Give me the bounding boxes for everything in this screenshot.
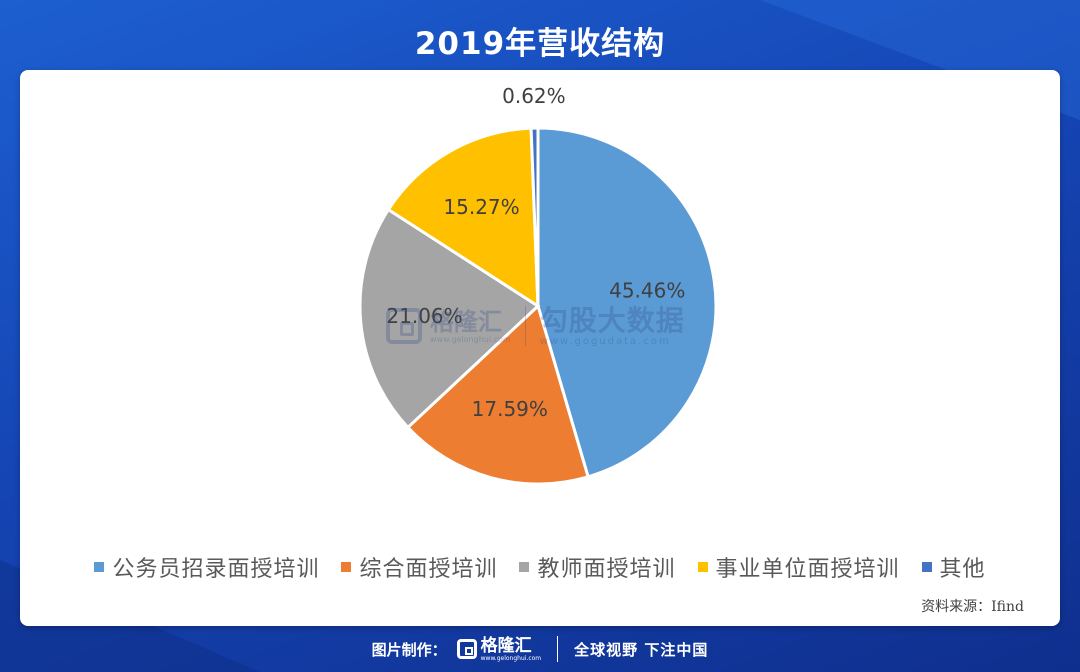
data-label: 21.06%	[386, 304, 462, 328]
legend-swatch	[341, 562, 352, 572]
data-label: 17.59%	[472, 397, 548, 421]
pie-slice	[529, 126, 540, 307]
legend-item: 教师面授培训	[519, 551, 675, 583]
footer-slogan: 全球视野 下注中国	[574, 640, 709, 659]
legend-label: 事业单位面授培训	[715, 557, 900, 582]
legend-label: 其他	[939, 557, 986, 582]
footer-credit: 图片制作：	[371, 640, 447, 659]
legend-label: 公务员招录面授培训	[112, 557, 320, 582]
data-label: 0.62%	[502, 84, 566, 108]
pie-slice	[358, 207, 541, 430]
legend-label: 教师面授培训	[537, 557, 676, 582]
footer-brand: 格隆汇	[480, 635, 532, 656]
pie-chart: 45.46% 17.59% 21.06% 15.27% 0.62%	[358, 84, 718, 486]
brand-logo-icon	[456, 639, 477, 659]
legend-item: 事业单位面授培训	[697, 551, 900, 583]
data-label: 15.27%	[443, 195, 519, 219]
legend-swatch	[519, 562, 530, 572]
pie-slice	[536, 126, 718, 479]
footer-brand-url: www.gelonghui.com	[480, 654, 542, 662]
chart-legend: 公务员招录面授培训 综合面授培训 教师面授培训 事业单位面授培训 其他	[20, 550, 1060, 584]
legend-swatch	[697, 562, 708, 572]
pie-slice	[386, 126, 540, 309]
legend-item: 综合面授培训	[341, 551, 497, 583]
source-note: 资料来源：Ifind	[921, 599, 1024, 615]
legend-label: 综合面授培训	[359, 557, 498, 582]
chart-card: 45.46% 17.59% 21.06% 15.27% 0.62% 格隆汇 www.ge…	[20, 70, 1060, 626]
legend-item: 其他	[921, 551, 986, 583]
page-title: 2019年营收结构	[414, 26, 666, 62]
legend-swatch	[921, 562, 932, 572]
footer-divider	[557, 636, 559, 662]
legend-item: 公务员招录面授培训	[94, 551, 319, 583]
legend-swatch	[94, 562, 105, 572]
footer-logo: 格隆汇 www.gelonghui.com	[456, 635, 542, 662]
data-label: 45.46%	[609, 278, 685, 302]
footer: 图片制作： 格隆汇 www.gelonghui.com 全球视野 下注中国	[0, 634, 1080, 664]
pie-slice	[405, 303, 590, 486]
